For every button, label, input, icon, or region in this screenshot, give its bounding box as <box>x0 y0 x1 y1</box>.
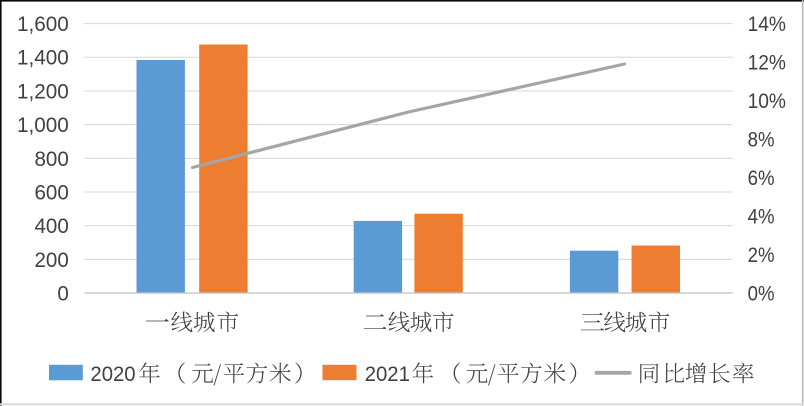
svg-text:1,000: 1,000 <box>17 113 69 137</box>
svg-text:0%: 0% <box>748 281 775 305</box>
svg-text:1,600: 1,600 <box>17 12 69 36</box>
svg-text:0: 0 <box>57 281 68 305</box>
svg-text:12%: 12% <box>748 51 786 75</box>
svg-text:1,400: 1,400 <box>17 46 69 70</box>
svg-text:4%: 4% <box>748 204 775 228</box>
svg-text:10%: 10% <box>748 89 786 113</box>
svg-text:200: 200 <box>35 248 69 272</box>
svg-text:800: 800 <box>35 147 69 171</box>
svg-text:2%: 2% <box>748 243 775 267</box>
svg-text:400: 400 <box>35 214 69 238</box>
svg-text:600: 600 <box>35 180 69 204</box>
svg-text:2021: 2021 <box>365 362 410 386</box>
svg-text:14%: 14% <box>748 12 786 36</box>
svg-text:2020: 2020 <box>90 362 135 386</box>
svg-text:1,200: 1,200 <box>17 79 69 103</box>
svg-text:6%: 6% <box>748 166 775 190</box>
svg-text:8%: 8% <box>748 128 775 152</box>
